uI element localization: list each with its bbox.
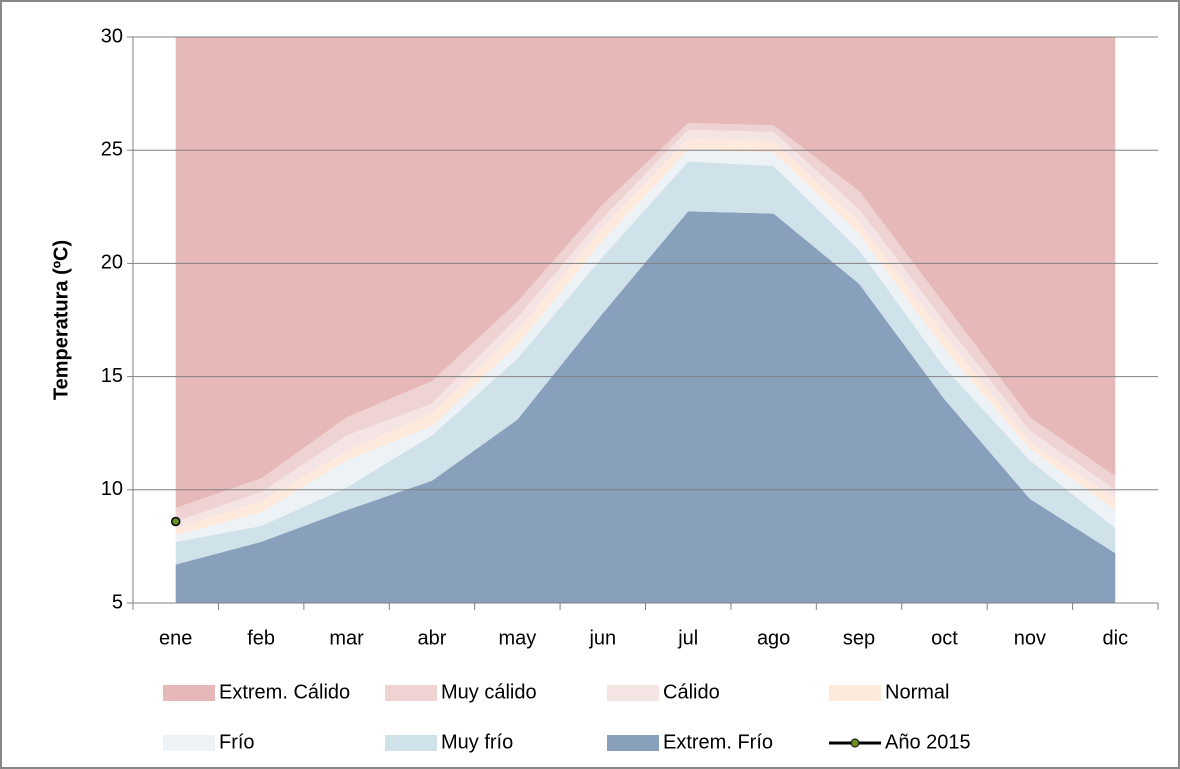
y-tick-label: 15 — [101, 365, 123, 387]
area — [175, 123, 1116, 522]
legend-label: Muy cálido — [441, 681, 537, 703]
x-tick-label: dic — [1103, 627, 1129, 649]
legend-label: Muy frío — [441, 731, 513, 753]
x-tick-label: mar — [329, 627, 364, 649]
x-tick-label: abr — [418, 627, 447, 649]
x-tick-label: sep — [843, 627, 875, 649]
x-tick-label: may — [498, 627, 536, 649]
area — [175, 161, 1116, 565]
y-tick-label: 30 — [101, 25, 123, 47]
x-tick-label: oct — [931, 627, 958, 649]
x-tick-label: nov — [1014, 627, 1046, 649]
area — [175, 37, 1116, 508]
y-tick-label: 25 — [101, 138, 123, 160]
y-tick-label: 20 — [101, 252, 123, 274]
area — [175, 129, 1116, 529]
area — [175, 211, 1116, 603]
legend-label: Frío — [219, 731, 255, 753]
legend-swatch — [829, 685, 881, 701]
x-tick-label: jul — [677, 627, 698, 649]
y-axis-label: Temperatura (ºC) — [50, 240, 72, 400]
x-tick-label: feb — [247, 627, 275, 649]
legend-swatch — [385, 735, 437, 751]
legend-label: Cálido — [663, 681, 720, 703]
point — [170, 516, 181, 527]
legend-swatch — [163, 735, 215, 751]
legend-swatch — [163, 685, 215, 701]
legend-swatch — [607, 735, 659, 751]
legend-swatch — [385, 685, 437, 701]
legend-marker — [850, 738, 860, 748]
x-tick-label: jun — [588, 627, 616, 649]
x-tick-label: ene — [159, 627, 192, 649]
legend-label: Normal — [885, 681, 949, 703]
legend-label: Extrem. Frío — [663, 731, 773, 753]
legend-label: Año 2015 — [885, 731, 971, 753]
legend-swatch — [607, 685, 659, 701]
area — [175, 150, 1116, 542]
x-tick-label: ago — [757, 627, 790, 649]
plot-areas — [175, 37, 1116, 603]
y-tick-label: 5 — [112, 591, 123, 613]
y-tick-label: 10 — [101, 478, 123, 500]
legend-label: Extrem. Cálido — [219, 681, 350, 703]
